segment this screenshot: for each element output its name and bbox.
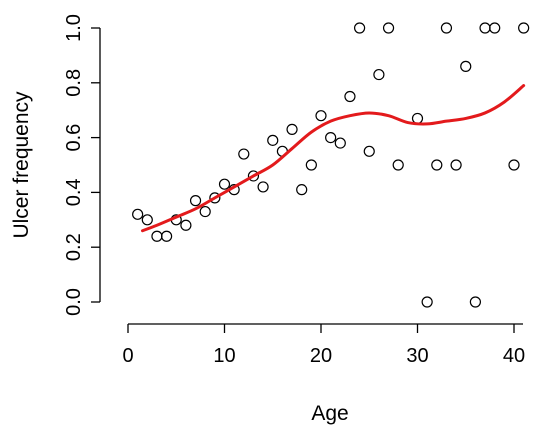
y-axis-title: Ulcer frequency [10, 91, 33, 239]
y-tick-label: 0.2 [63, 233, 85, 261]
data-point [180, 219, 192, 231]
y-tick-label: 1.0 [63, 14, 85, 42]
y-tick-label: 0.0 [63, 288, 85, 316]
y-tick-label: 0.6 [63, 124, 85, 152]
data-point [209, 192, 221, 204]
data-point [363, 145, 375, 157]
data-point [315, 110, 327, 122]
y-tick-label: 0.4 [63, 178, 85, 206]
data-point [161, 230, 173, 242]
data-point [508, 159, 520, 171]
data-point [440, 22, 453, 34]
data-point [141, 214, 153, 226]
data-point [325, 132, 337, 144]
y-axis-ticks: 0.0 0.2 0.4 0.6 0.8 1.0 [63, 14, 100, 316]
data-point [257, 181, 269, 193]
x-axis-ticks: 0 10 20 30 40 [122, 324, 525, 367]
data-point [189, 195, 202, 207]
data-point [344, 90, 356, 103]
data-point [296, 184, 308, 196]
data-point [132, 208, 144, 220]
data-point [518, 22, 530, 34]
data-point [334, 137, 346, 149]
data-point [151, 230, 163, 242]
x-tick-label: 30 [406, 345, 428, 367]
y-tick-label: 0.8 [63, 69, 85, 97]
x-tick-label: 10 [213, 345, 235, 367]
x-tick-label: 0 [122, 345, 133, 367]
x-tick-label: 20 [310, 345, 332, 367]
data-point [469, 296, 481, 308]
data-point [305, 159, 317, 171]
data-point [373, 68, 385, 81]
data-point [392, 159, 404, 171]
data-point [411, 112, 424, 125]
x-axis-title: Age [311, 402, 348, 425]
data-point [431, 159, 443, 171]
data-point [450, 159, 462, 171]
plot-area [132, 22, 530, 308]
data-point [382, 22, 395, 34]
data-point [354, 22, 366, 34]
data-point [199, 205, 211, 218]
data-point [286, 123, 298, 135]
x-tick-label: 40 [503, 345, 525, 367]
data-point [267, 134, 279, 146]
data-point [489, 22, 501, 34]
data-point [421, 296, 433, 308]
data-point [460, 60, 472, 72]
data-point [479, 22, 491, 34]
data-point [238, 148, 250, 160]
smooth-fit-line [140, 84, 526, 233]
data-point [218, 178, 231, 190]
data-point [247, 170, 260, 182]
